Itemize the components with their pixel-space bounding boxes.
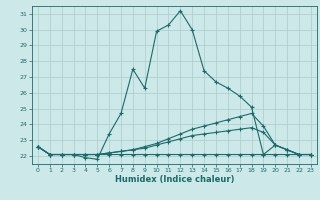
X-axis label: Humidex (Indice chaleur): Humidex (Indice chaleur): [115, 175, 234, 184]
